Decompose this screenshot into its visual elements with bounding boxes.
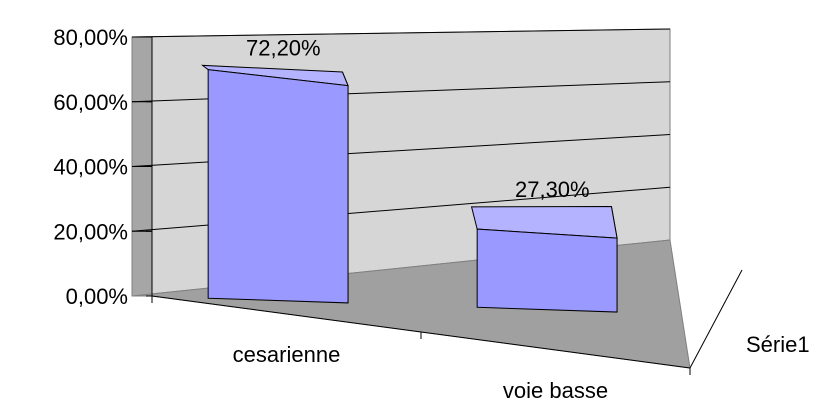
category-label: voie basse [503, 378, 608, 403]
bar [207, 69, 349, 304]
gridline-back [131, 28, 671, 38]
depth-axis-label: Série1 [746, 332, 810, 357]
axes [146, 36, 743, 375]
chart-labels: 0,00% 20,00% 40,00% 60,00% 80,00% 72,20% cesar… [53, 25, 809, 403]
depth-axis-line [689, 269, 743, 369]
category-label: cesarienne [233, 342, 341, 367]
y-tick-label: 20,00% [53, 219, 128, 244]
data-label: 72,20% [246, 35, 321, 60]
y-tick-label: 80,00% [53, 25, 128, 50]
bars [200, 64, 618, 313]
y-tick-label: 0,00% [66, 284, 128, 309]
data-label: 27,30% [515, 177, 590, 202]
y-tick-label: 40,00% [53, 155, 128, 180]
bar [476, 228, 618, 313]
y-tick-label: 60,00% [53, 90, 128, 115]
